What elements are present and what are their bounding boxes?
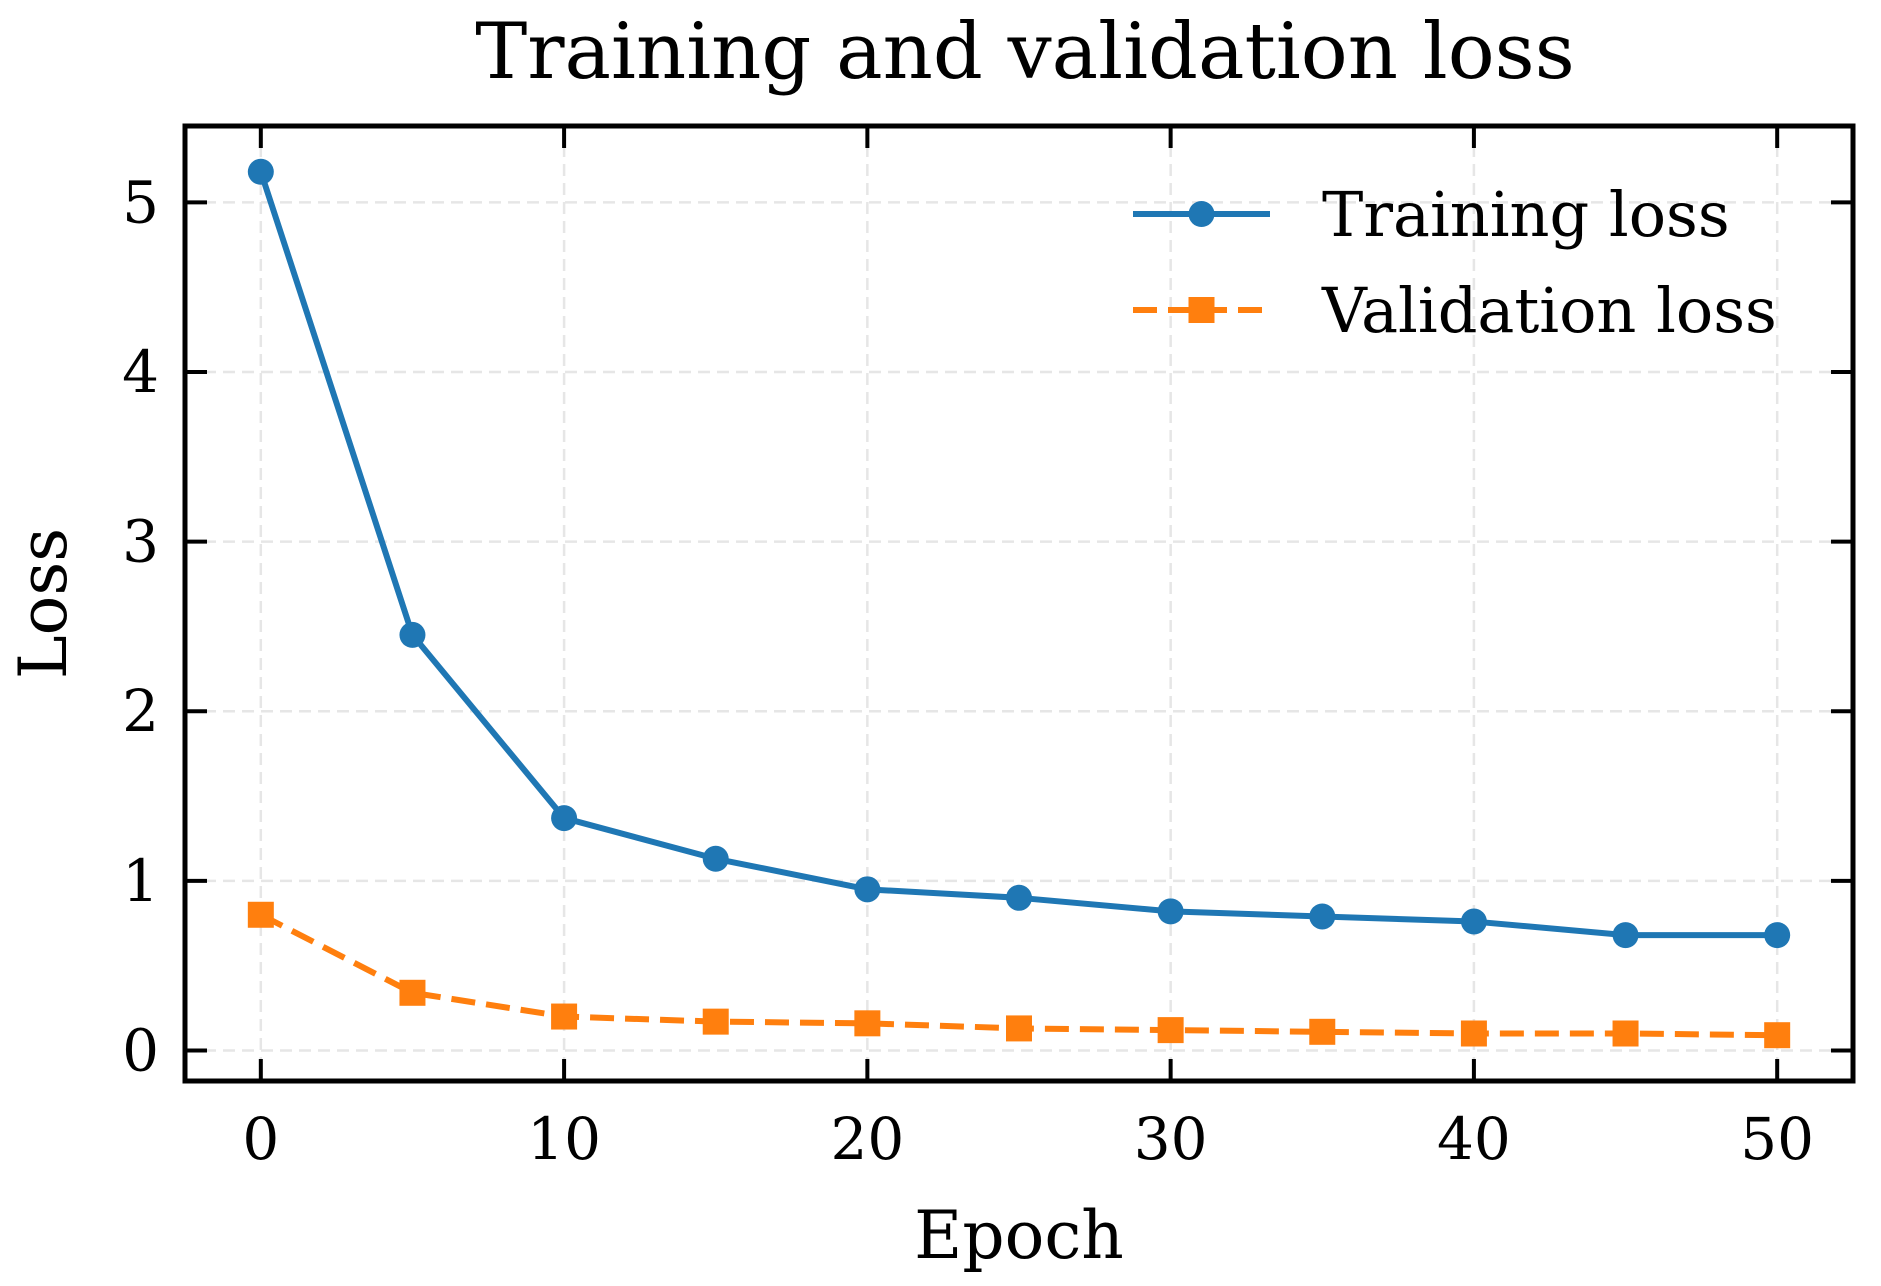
- legend: Training loss Validation loss: [1133, 178, 1777, 347]
- data-point: [1612, 922, 1639, 949]
- data-point: [1309, 903, 1336, 930]
- data-point: [1764, 922, 1791, 949]
- data-point: [1006, 1015, 1032, 1042]
- data-point: [702, 1008, 729, 1035]
- x-tick-label: 30: [1134, 1105, 1208, 1173]
- series-layer: [247, 158, 1791, 1049]
- y-tick-label: 1: [122, 847, 159, 915]
- y-tick-label: 0: [122, 1016, 159, 1084]
- x-tick-label: 0: [242, 1105, 279, 1173]
- x-axis-label: Epoch: [914, 1197, 1124, 1274]
- legend-label: Training loss: [1322, 178, 1730, 251]
- x-tick-label: 40: [1437, 1105, 1511, 1173]
- data-point: [1157, 898, 1184, 925]
- axis-ticks: 0 10 20 30 40 50 0 1 2 3 4 5: [122, 126, 1853, 1173]
- y-tick-label: 3: [122, 508, 159, 576]
- data-point: [1612, 1020, 1639, 1047]
- data-point: [399, 979, 426, 1006]
- data-point: [399, 621, 426, 648]
- data-point: [247, 158, 274, 185]
- legend-label: Validation loss: [1321, 274, 1777, 347]
- legend-marker: [1188, 297, 1215, 323]
- data-point: [854, 1010, 881, 1037]
- data-point: [1764, 1022, 1791, 1049]
- chart-title: Training and validation loss: [475, 7, 1575, 97]
- data-point: [702, 845, 729, 872]
- data-point: [1006, 884, 1032, 911]
- data-point: [247, 901, 274, 928]
- data-point: [1157, 1017, 1184, 1044]
- grid: [185, 126, 1853, 1081]
- data-point: [551, 805, 578, 832]
- x-tick-label: 10: [527, 1105, 601, 1173]
- y-tick-label: 2: [122, 677, 159, 745]
- x-tick-label: 20: [830, 1105, 904, 1173]
- data-point: [1460, 908, 1487, 935]
- series-training-loss: [247, 158, 1791, 949]
- data-point: [1309, 1018, 1336, 1045]
- data-point: [1460, 1020, 1487, 1047]
- y-tick-label: 4: [122, 338, 159, 406]
- y-tick-label: 5: [122, 168, 159, 236]
- plot-frame: [182, 123, 1856, 1084]
- x-tick-label: 50: [1740, 1105, 1814, 1173]
- data-point: [854, 876, 881, 903]
- series-validation-loss: [247, 901, 1791, 1049]
- y-axis-label: Loss: [5, 528, 82, 679]
- data-point: [551, 1003, 578, 1030]
- legend-marker: [1188, 201, 1215, 227]
